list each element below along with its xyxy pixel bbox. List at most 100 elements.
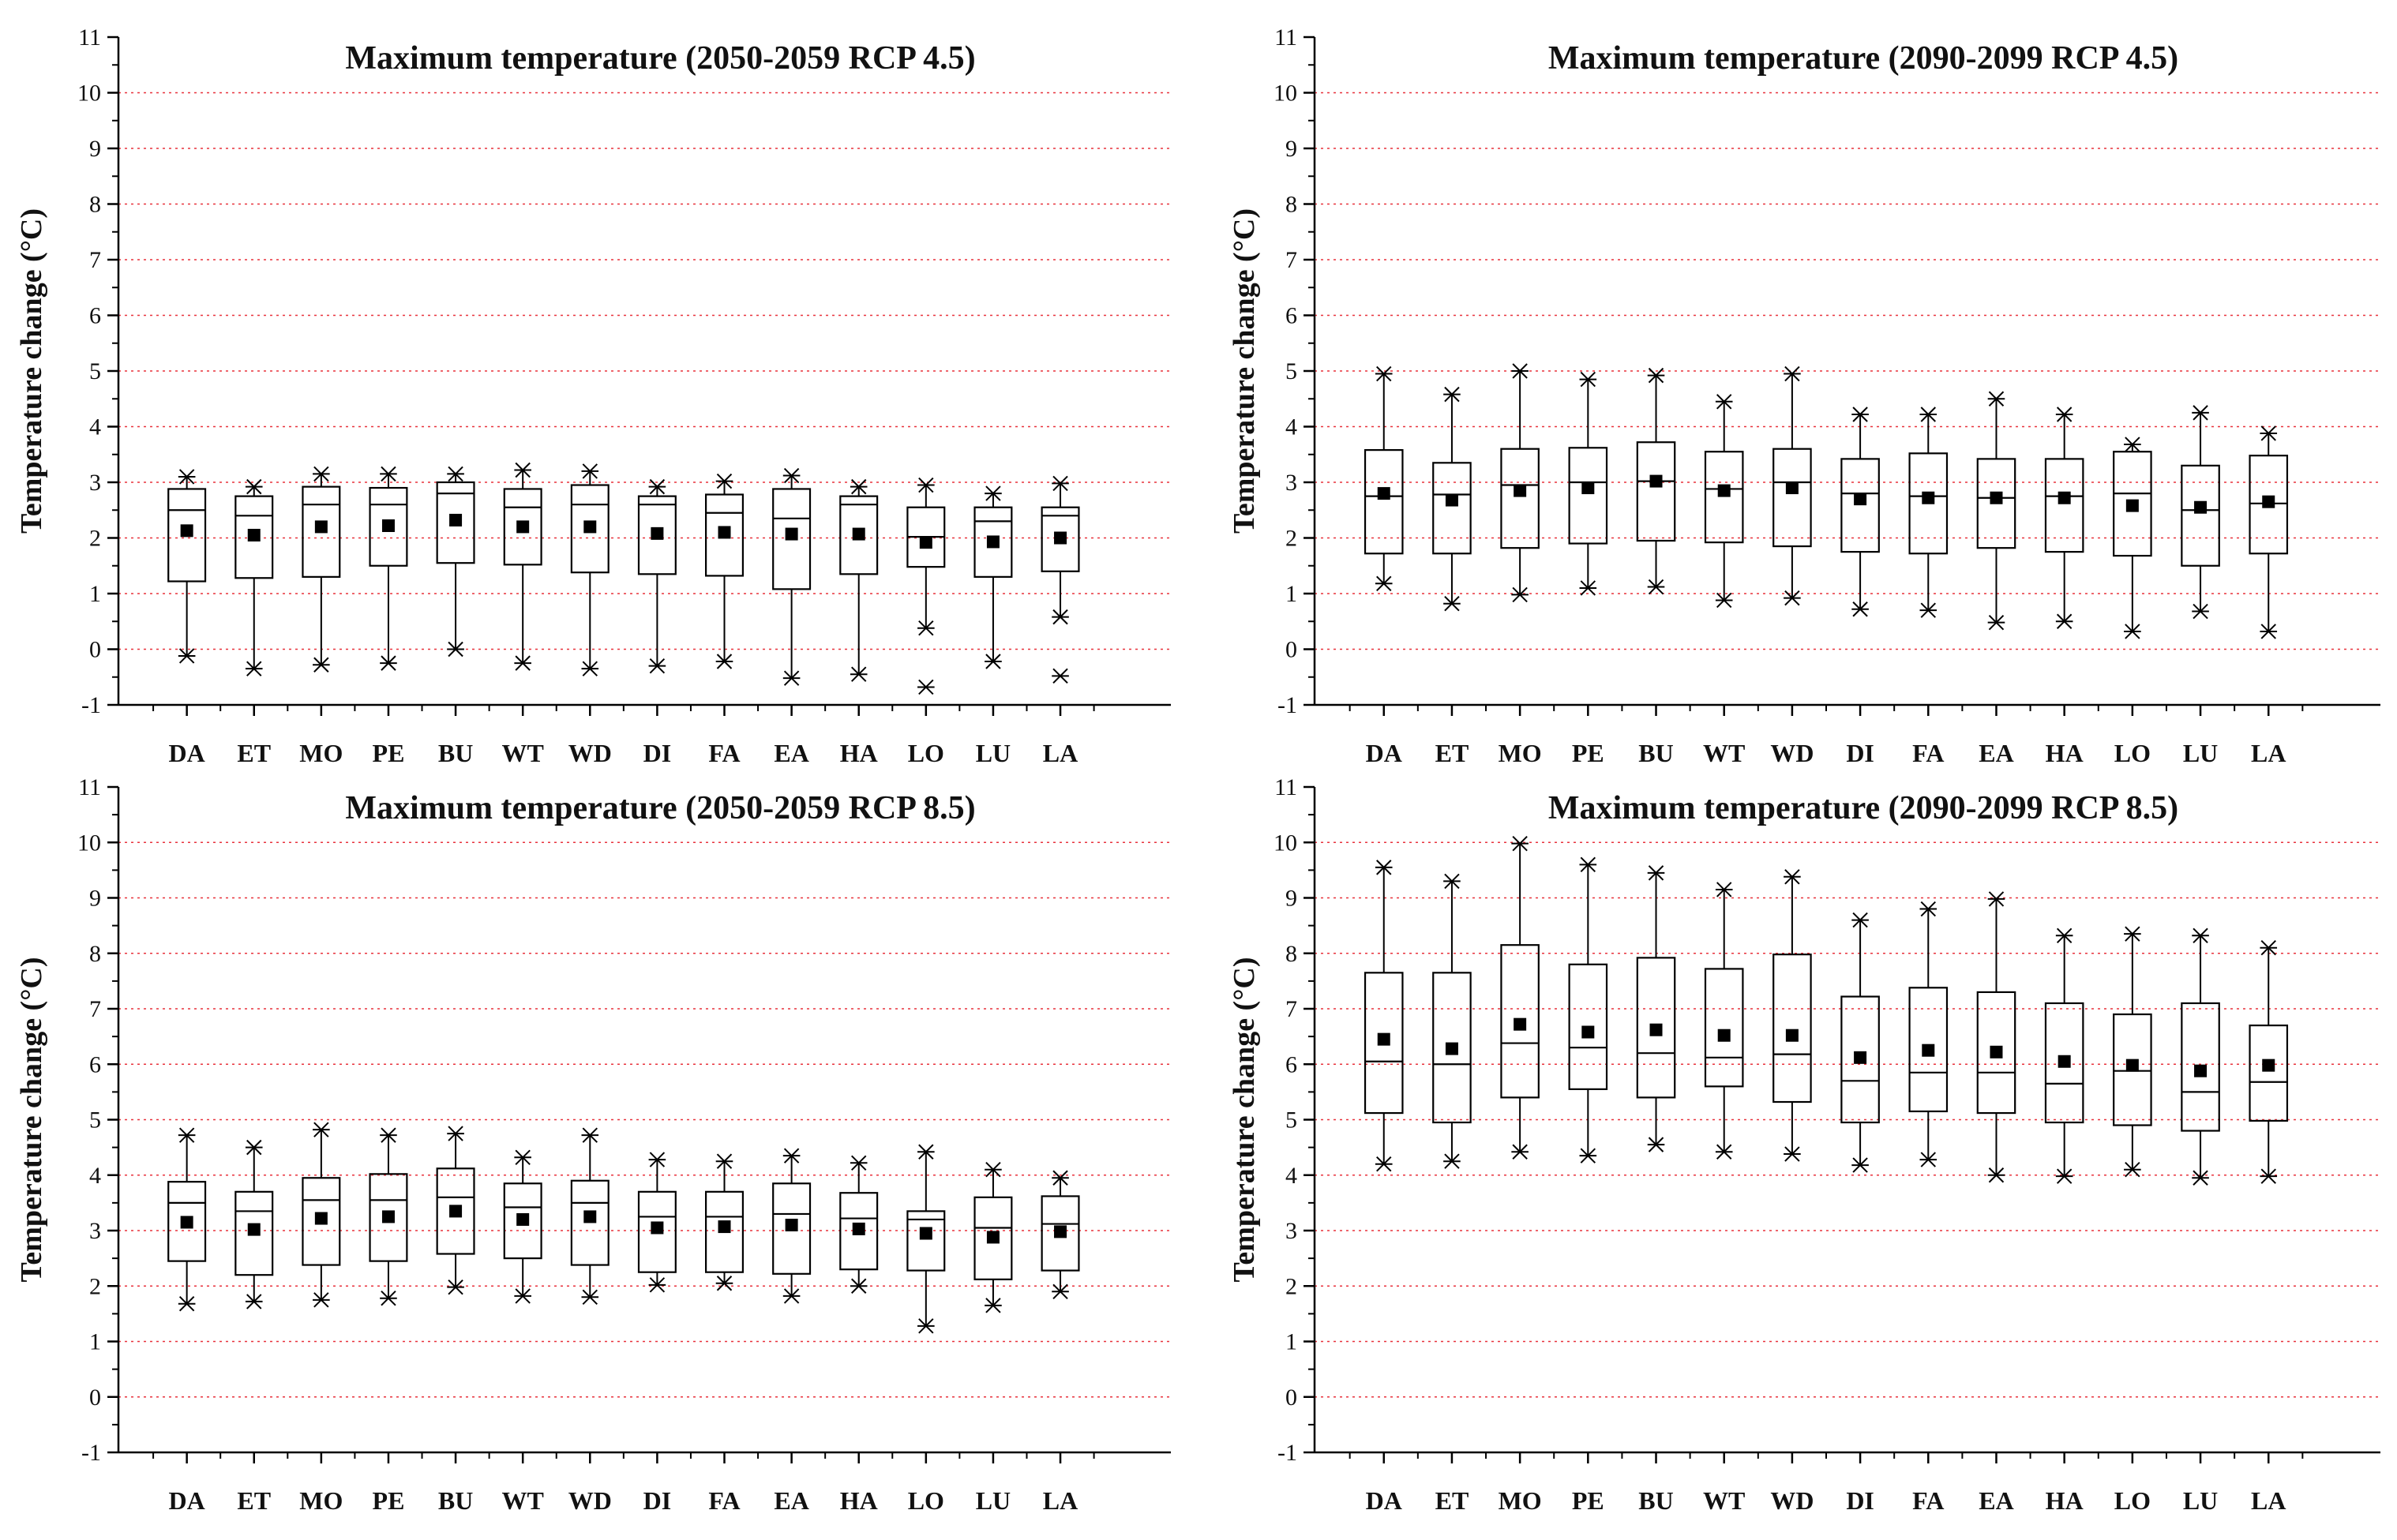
mean-marker xyxy=(1377,1032,1390,1046)
box-HA xyxy=(2044,927,2084,1184)
box-iqr xyxy=(1976,458,2016,549)
mean-marker xyxy=(247,528,261,541)
category-label: ET xyxy=(1435,739,1469,767)
box-DI xyxy=(637,478,677,674)
box-LU xyxy=(973,1162,1013,1313)
category-label: DI xyxy=(643,739,672,767)
mean-marker xyxy=(2194,500,2208,514)
mean-marker xyxy=(516,520,530,534)
mean-marker xyxy=(2058,1055,2071,1068)
category-label: HA xyxy=(840,739,878,767)
y-tick-label: 0 xyxy=(1285,1385,1297,1411)
mean-marker xyxy=(1990,491,2003,504)
box-DA xyxy=(167,469,207,664)
category-label: LU xyxy=(976,739,1011,767)
box-iqr xyxy=(704,1190,745,1273)
box-DI xyxy=(1840,407,1880,617)
mean-marker xyxy=(1054,1225,1067,1238)
box-iqr xyxy=(1636,957,1676,1099)
y-tick-label: 6 xyxy=(89,1051,101,1077)
mean-marker xyxy=(1649,474,1663,488)
box-iqr xyxy=(906,1210,946,1272)
category-label: HA xyxy=(2046,1486,2084,1515)
box-WD xyxy=(1772,869,1812,1162)
category-label: ET xyxy=(237,739,271,767)
y-tick-label: -1 xyxy=(1277,1440,1297,1466)
mean-marker xyxy=(1514,484,1527,497)
mean-marker xyxy=(449,513,463,526)
box-iqr xyxy=(503,488,542,566)
box-ET xyxy=(234,478,274,676)
y-tick-label: 11 xyxy=(78,774,101,800)
mean-marker xyxy=(314,1212,328,1225)
y-tick-label: 5 xyxy=(1285,1107,1297,1133)
chart-panel-4: -1 0 1 2 3 4 5 6 7 8 9 10 11 Maximum temperature (209… xyxy=(1228,774,2380,1515)
mean-marker xyxy=(381,519,395,532)
category-label: LA xyxy=(2251,1486,2286,1515)
category-label: WD xyxy=(1770,1486,1814,1515)
mean-marker xyxy=(1581,481,1595,495)
box-iqr xyxy=(2181,464,2220,567)
box-iqr xyxy=(1908,452,1949,555)
box-iqr xyxy=(1840,995,1880,1124)
box-iqr xyxy=(1500,448,1540,549)
y-tick-label: 1 xyxy=(89,581,101,607)
category-label: WT xyxy=(502,1486,544,1515)
mean-marker xyxy=(1377,487,1390,500)
box-WD xyxy=(1772,365,1812,606)
box-LO xyxy=(906,1144,946,1334)
category-label: BU xyxy=(438,1486,473,1515)
y-tick-label: 8 xyxy=(1285,941,1297,967)
mean-marker xyxy=(1854,1051,1867,1064)
box-iqr xyxy=(302,485,341,578)
mean-marker xyxy=(247,1223,261,1236)
mean-marker xyxy=(1717,484,1731,497)
category-label: DI xyxy=(643,1486,672,1515)
category-label: LO xyxy=(908,1486,944,1515)
box-iqr xyxy=(839,1192,879,1271)
y-tick-label: 8 xyxy=(89,941,101,967)
y-axis-label: Temperature change (°C) xyxy=(15,208,48,534)
y-axis-label: Temperature change (°C) xyxy=(1228,957,1261,1282)
y-tick-label: 4 xyxy=(1285,1163,1297,1189)
category-label: LA xyxy=(1043,739,1078,767)
y-tick-label: -1 xyxy=(81,1440,101,1466)
box-PE xyxy=(369,1127,408,1306)
box-MO xyxy=(1500,363,1540,603)
box-FA xyxy=(1908,901,1949,1167)
mean-marker xyxy=(314,520,328,534)
box-iqr xyxy=(637,1190,677,1273)
category-label: MO xyxy=(299,739,343,767)
chart-panel-3: -1 0 1 2 3 4 5 6 7 8 9 10 11 Maximum temperature (205… xyxy=(15,774,1171,1515)
y-tick-label: 10 xyxy=(77,81,101,107)
y-tick-label: 4 xyxy=(1285,414,1297,440)
box-DA xyxy=(167,1127,207,1312)
y-tick-label: 3 xyxy=(89,1218,101,1244)
box-WT xyxy=(1704,394,1744,609)
box-WT xyxy=(1704,882,1744,1160)
y-tick-label: 7 xyxy=(1285,247,1297,273)
category-label: LA xyxy=(1043,1486,1078,1515)
category-label: PE xyxy=(1572,739,1604,767)
box-ET xyxy=(1432,386,1472,612)
category-label: PE xyxy=(373,739,405,767)
category-label: ET xyxy=(237,1486,271,1515)
y-tick-label: 2 xyxy=(89,526,101,552)
box-iqr xyxy=(973,1196,1013,1280)
box-iqr xyxy=(2044,1002,2084,1124)
box-EA xyxy=(772,1148,812,1304)
category-label: HA xyxy=(840,1486,878,1515)
box-FA xyxy=(1908,407,1949,618)
box-DA xyxy=(1364,860,1404,1172)
chart-title: Maximum temperature (2050-2059 RCP 4.5) xyxy=(345,40,975,77)
box-iqr xyxy=(1840,458,1880,553)
box-MO xyxy=(302,1122,341,1308)
mean-marker xyxy=(919,536,932,549)
y-tick-label: 9 xyxy=(1285,136,1297,162)
category-label: PE xyxy=(373,1486,405,1515)
mean-marker xyxy=(449,1205,463,1218)
category-label: WD xyxy=(568,739,612,767)
mean-marker xyxy=(852,1222,865,1235)
box-BU xyxy=(1636,367,1676,595)
